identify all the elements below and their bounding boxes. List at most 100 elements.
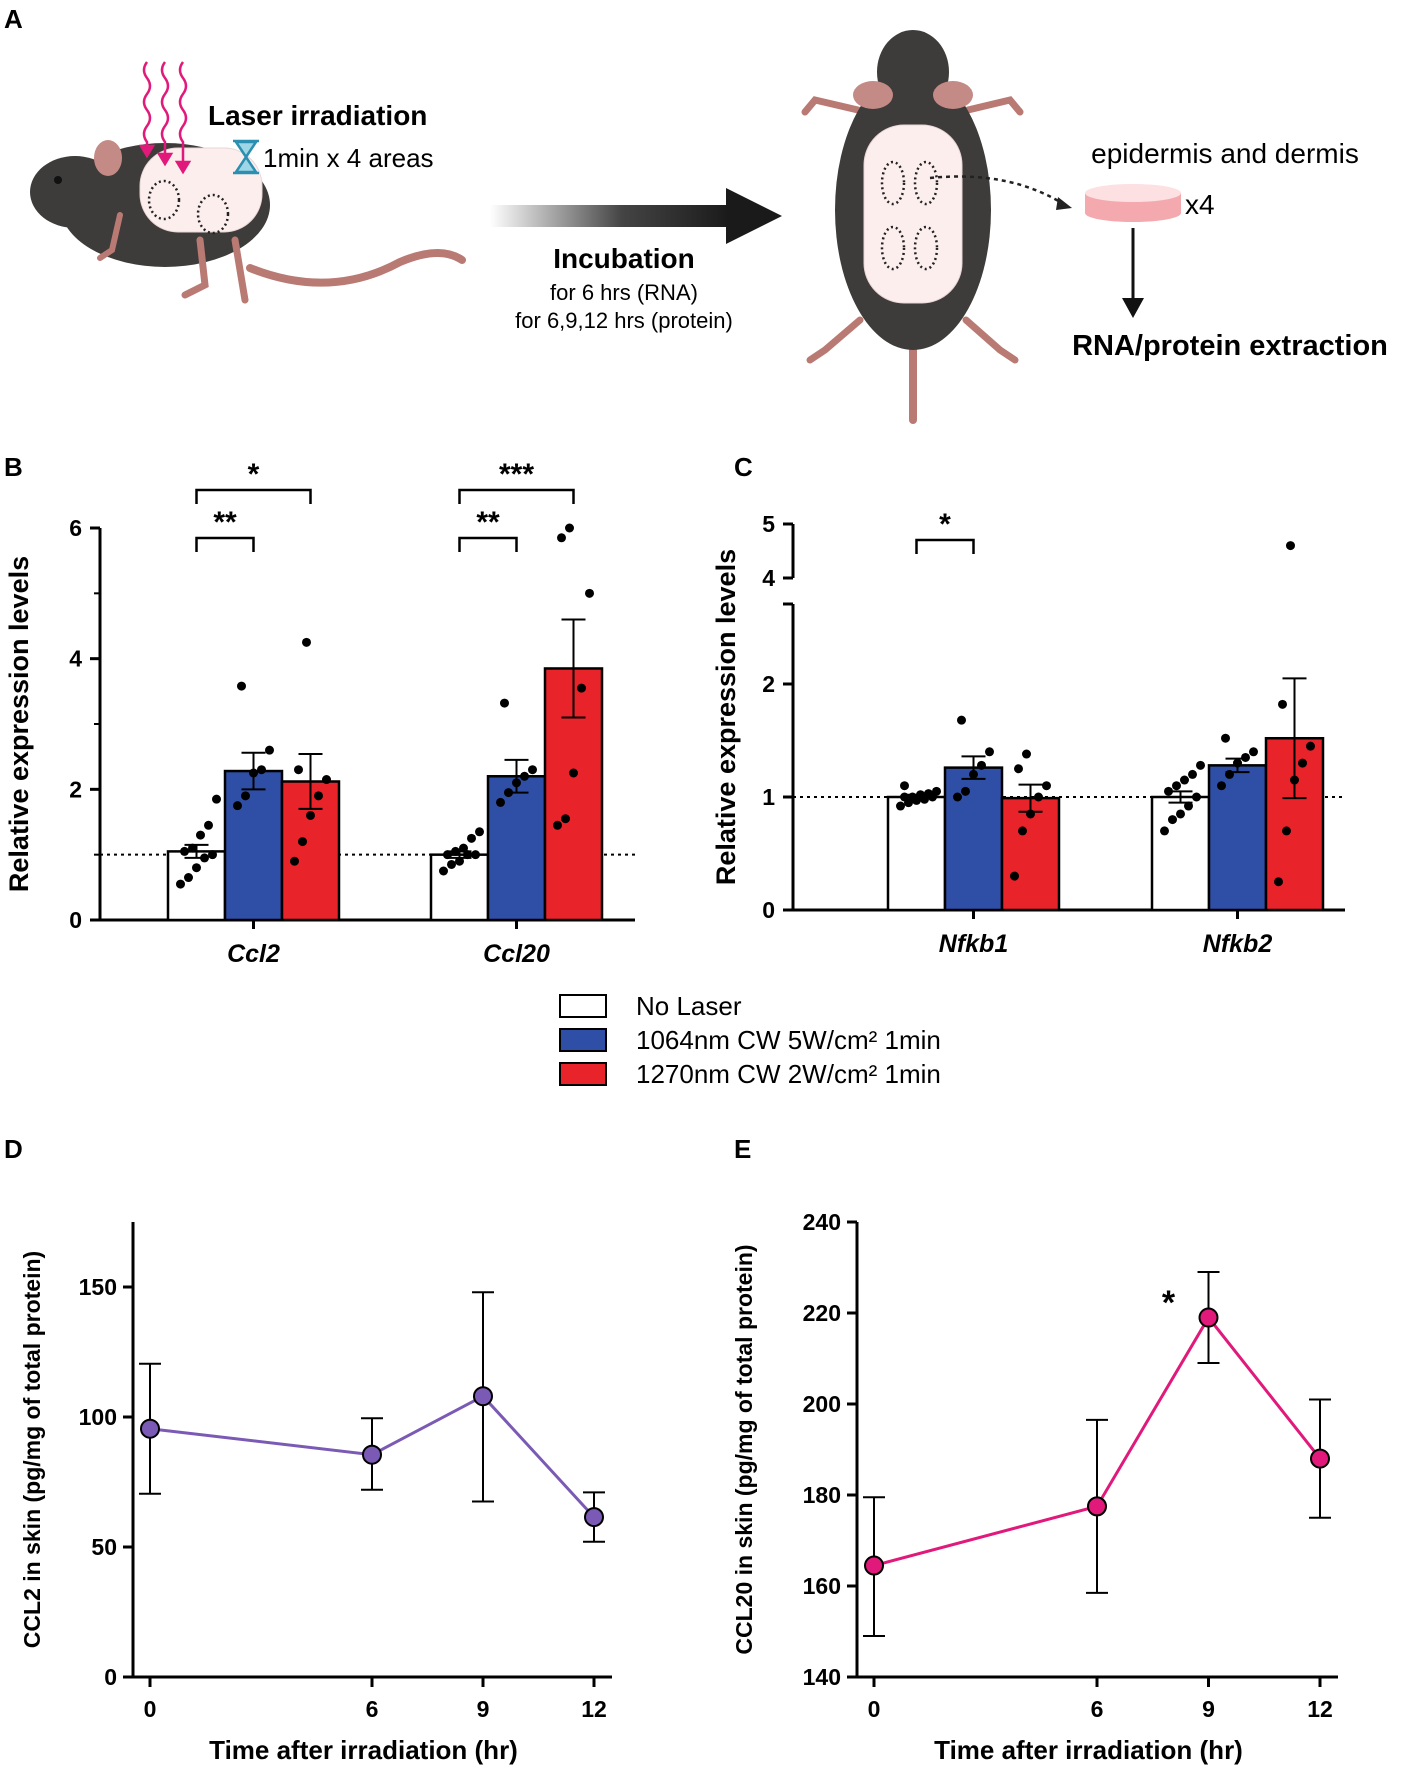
chart-c-point-nfkb2-2: [1290, 775, 1299, 785]
chart-c-point-nfkb2-0: [1176, 809, 1185, 819]
chart-c-bar-nfkb1-1064nm-cw-5w-cm-1min: [943, 766, 1004, 912]
chart-c-ylabel: Relative expression levels: [711, 549, 741, 885]
chart-c-point-nfkb2-1: [1249, 747, 1258, 757]
dashed-arrow: [929, 175, 1066, 207]
chart-e-xtick-label: 6: [1091, 1696, 1104, 1722]
chart-c-point-nfkb1-1: [977, 760, 986, 770]
extraction-label: RNA/protein extraction: [1072, 330, 1388, 362]
chart-c-category-label: Nfkb2: [1203, 930, 1273, 958]
chart-c-point-nfkb1-0: [896, 801, 905, 811]
chart-c-point-nfkb2-2: [1278, 699, 1287, 709]
chart-b-point-ccl2-2: [294, 765, 303, 775]
chart-b-point-ccl2-0: [200, 853, 209, 863]
chart-d-xlabel: Time after irradiation (hr): [209, 1735, 518, 1765]
chart-e-point: [864, 1555, 884, 1576]
chart-b-point-ccl20-1: [500, 698, 509, 708]
chart-b-point-ccl2-1: [257, 765, 266, 775]
legend-swatch-no-laser: [559, 994, 607, 1018]
chart-c-point-nfkb2-0: [1180, 775, 1189, 785]
chart-d-series-line: [149, 1394, 596, 1519]
dashed-arrow-head: [1056, 197, 1072, 210]
chart-c-point-nfkb1-2: [1018, 826, 1027, 836]
chart-e-xtick-label: 0: [868, 1696, 881, 1722]
chart-b-point-ccl20-1: [504, 788, 513, 798]
chart-d-xtick-label: 9: [477, 1696, 490, 1722]
incubation-title: Incubation: [553, 243, 695, 274]
chart-b-ytick-label: 6: [69, 515, 82, 541]
chart-b-point-ccl20-2: [553, 820, 562, 830]
incubation-protein: for 6,9,12 hrs (protein): [515, 308, 733, 333]
chart-b-significance-label: *: [248, 458, 260, 491]
chart-e-xlabel: Time after irradiation (hr): [934, 1735, 1243, 1765]
chart-c-point-nfkb2-0: [1164, 786, 1173, 796]
chart-e-ytick-label: 200: [803, 1391, 841, 1417]
chart-b-point-ccl20-0: [455, 856, 464, 866]
chart-b-point-ccl20-0: [475, 827, 484, 837]
chart-d-xtick-label: 0: [144, 1696, 157, 1722]
chart-c-ytick-label: 1: [762, 784, 775, 810]
chart-b-point-ccl2-1: [241, 791, 250, 801]
panel-label-e: E: [734, 1134, 751, 1164]
chart-b-point-ccl2-1: [249, 768, 258, 778]
chart-d-xtick-label: 6: [366, 1696, 379, 1722]
chart-b-point-ccl20-1: [496, 797, 505, 807]
chart-b-ylabel: Relative expression levels: [4, 556, 34, 892]
chart-b-point-ccl2-0: [184, 873, 193, 883]
chart-c-point-nfkb2-0: [1184, 801, 1193, 811]
chart-b-point-ccl2-0: [208, 850, 217, 860]
incubation-arrow: [490, 188, 782, 244]
chart-b-point-ccl20-0: [447, 859, 456, 869]
chart-b-point-ccl20-0: [451, 846, 460, 856]
chart-c-point-nfkb1-2: [1022, 749, 1031, 759]
chart-c-point-nfkb1-2: [1014, 764, 1023, 774]
chart-b-significance-bracket: [458, 536, 518, 552]
chart-c-point-nfkb1-1: [953, 792, 962, 802]
chart-b-point-ccl20-2: [577, 683, 586, 693]
chart-c-point-nfkb1-2: [1042, 781, 1051, 791]
chart-b-ytick-label: 2: [69, 776, 82, 802]
chart-c-point-nfkb2-0: [1192, 792, 1201, 802]
chart-e-point: [1198, 1307, 1219, 1328]
chart-e-ytick-label: 160: [803, 1573, 841, 1599]
chart-b-point-ccl2-2: [306, 810, 315, 820]
chart-c-point-nfkb2-1: [1221, 733, 1230, 743]
chart-c-point-nfkb1-0: [932, 786, 941, 796]
chart-b-point-ccl20-2: [585, 588, 594, 598]
chart-c-point-nfkb1-1: [957, 715, 966, 725]
chart-b-category-label: Ccl20: [483, 940, 550, 968]
chart-d-ytick-label: 50: [91, 1534, 117, 1560]
chart-c-point-nfkb1-2: [1010, 871, 1019, 881]
chart-b-point-ccl2-0: [212, 794, 221, 804]
chart-c-category-label: Nfkb1: [939, 930, 1008, 958]
chart-c-point-nfkb1-1: [985, 747, 994, 757]
dish-multiplier: x4: [1185, 189, 1215, 220]
chart-c-bar-nfkb1-no-laser: [886, 795, 947, 912]
legend-swatch-1270nm: [559, 1062, 607, 1086]
mouse-top-illustration: [801, 30, 1024, 424]
legend-swatch-1064nm: [559, 1028, 607, 1052]
chart-d-ytick-label: 100: [79, 1404, 117, 1430]
chart-c-point-nfkb1-1: [969, 769, 978, 779]
chart-b-point-ccl20-0: [471, 850, 480, 860]
chart-b-point-ccl20-2: [561, 814, 570, 824]
legend-label-1270nm: 1270nm CW 2W/cm² 1min: [636, 1059, 941, 1089]
chart-c-point-nfkb1-0: [924, 789, 933, 799]
chart-d-ylabel: CCL2 in skin (pg/mg of total protein): [19, 1251, 45, 1648]
chart-c-bar-nfkb2-1064nm-cw-5w-cm-1min: [1207, 764, 1268, 912]
chart-b-point-ccl2-2: [322, 775, 331, 785]
legend: No Laser 1064nm CW 5W/cm² 1min 1270nm CW…: [559, 991, 941, 1089]
chart-b-point-ccl2-2: [314, 791, 323, 801]
chart-c-ytick-label: 5: [762, 511, 775, 537]
chart-b-ytick-label: 4: [69, 646, 82, 672]
chart-c-point-nfkb1-2: [1026, 809, 1035, 819]
chart-c-point-nfkb1-0: [900, 781, 909, 791]
panel-label-b: B: [4, 452, 23, 482]
chart-d-point: [473, 1386, 493, 1407]
laser-time: 1min x 4 areas: [263, 143, 434, 173]
chart-e-ylabel: CCL20 in skin (pg/mg of total protein): [731, 1244, 757, 1654]
chart-c-significance-label: *: [939, 508, 951, 541]
chart-b-point-ccl2-1: [265, 745, 274, 755]
chart-e-point: [1310, 1448, 1330, 1469]
legend-label-1064nm: 1064nm CW 5W/cm² 1min: [636, 1025, 941, 1055]
